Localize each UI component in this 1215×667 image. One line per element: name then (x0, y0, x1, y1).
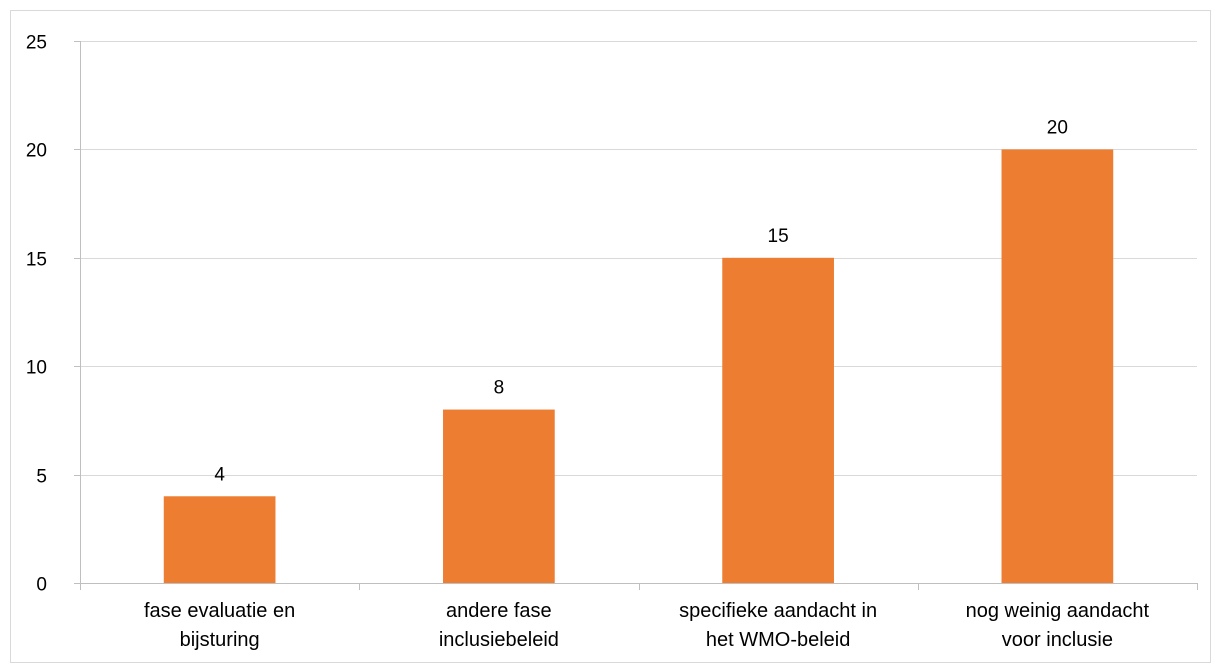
data-label-2: 15 (768, 226, 789, 247)
x-tick-label-2-line-0: specifieke aandacht in (679, 600, 877, 622)
x-tick-label-1-line-0: andere fase (446, 600, 552, 622)
labels: 0 5 10 15 20 25 4 fase evaluatie en bijsturing 8 a… (26, 33, 1150, 652)
data-label-3: 20 (1047, 117, 1068, 138)
data-label-1: 8 (494, 378, 505, 399)
bar-1 (443, 409, 555, 583)
y-tick-label-4: 20 (26, 141, 47, 162)
x-tick-label-1-line-1: inclusiebeleid (439, 629, 559, 651)
x-tick-label-2-line-1: het WMO-beleid (706, 629, 851, 651)
bar-2 (722, 257, 834, 583)
y-tick-label-3: 15 (26, 250, 47, 271)
data-label-0: 4 (214, 464, 225, 485)
y-tick-label-5: 25 (26, 33, 47, 54)
y-tick-label-1: 5 (36, 467, 47, 488)
x-tick-label-3-line-1: voor inclusie (1002, 629, 1113, 651)
x-tick-label-0-line-0: fase evaluatie en (144, 600, 295, 622)
x-tick-label-3-line-0: nog weinig aandacht (966, 600, 1150, 622)
bar-3 (1001, 149, 1114, 583)
bar-0 (163, 496, 276, 583)
x-tick-label-0-line-1: bijsturing (180, 629, 260, 651)
y-tick-label-2: 10 (26, 358, 47, 379)
bars (163, 149, 1114, 583)
y-tick-label-0: 0 (36, 575, 47, 596)
axes (74, 41, 1198, 590)
